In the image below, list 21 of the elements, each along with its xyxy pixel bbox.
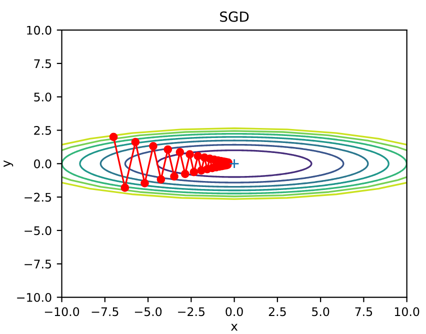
y-tick-label: −10.0 (17, 292, 52, 302)
x-tick-label: 0.0 (226, 307, 243, 316)
y-tick-label: 0.0 (34, 159, 52, 168)
x-tick-label: −7.5 (92, 307, 118, 316)
y-tick-label: −5.0 (24, 226, 52, 236)
chart-title: SGD (220, 11, 249, 22)
y-tick-label: 7.5 (34, 59, 52, 68)
y-tick-label: 2.5 (34, 126, 52, 135)
y-tick-label: 10.0 (27, 26, 52, 35)
x-tick-label: −5.0 (134, 307, 162, 316)
x-tick-label: 5.0 (312, 307, 330, 316)
x-axis-title: x (230, 324, 238, 331)
x-tick-label: 2.5 (268, 307, 286, 316)
y-tick-label: −2.5 (24, 192, 52, 202)
x-tick-label: 7.5 (355, 307, 372, 316)
x-tick-label: −10.0 (44, 307, 80, 316)
y-axis-title: y (4, 160, 14, 167)
x-tick-label: −2.5 (178, 307, 204, 316)
x-tick-label: 10.0 (394, 307, 420, 316)
y-tick-label: 5.0 (34, 92, 52, 102)
y-tick-label: −7.5 (24, 260, 52, 269)
